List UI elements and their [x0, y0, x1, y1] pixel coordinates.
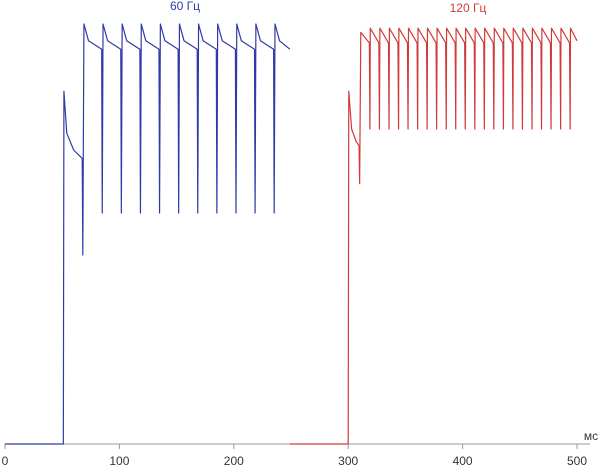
- x-tick-label: 400: [453, 454, 473, 468]
- x-tick-label: 0: [2, 454, 9, 468]
- series-line: [289, 27, 578, 445]
- series-label: 120 Гц: [450, 1, 487, 15]
- series-label: 60 Гц: [170, 0, 200, 13]
- x-tick-label: 300: [338, 454, 358, 468]
- series-line: [5, 23, 291, 445]
- x-tick-label: 200: [224, 454, 244, 468]
- x-tick-label: 500: [567, 454, 587, 468]
- x-tick-label: 100: [109, 454, 129, 468]
- x-axis-label: мс: [584, 429, 598, 443]
